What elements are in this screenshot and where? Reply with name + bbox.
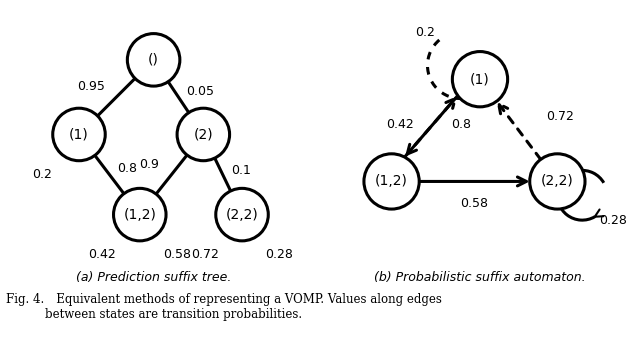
Text: 0.72: 0.72: [191, 248, 219, 261]
Text: Equivalent methods of representing a VOMP. Values along edges
between states are: Equivalent methods of representing a VOM…: [45, 293, 442, 321]
Text: (2,2): (2,2): [226, 208, 259, 222]
Text: (2,2): (2,2): [541, 175, 573, 188]
Text: 0.42: 0.42: [88, 248, 116, 261]
Text: 0.8: 0.8: [117, 162, 137, 175]
Text: 0.05: 0.05: [186, 85, 214, 98]
Text: (a) Prediction suffix tree.: (a) Prediction suffix tree.: [76, 271, 231, 284]
Text: 0.58: 0.58: [163, 248, 191, 261]
Text: Fig. 4.: Fig. 4.: [6, 293, 45, 306]
Circle shape: [364, 154, 419, 209]
Text: (1): (1): [69, 127, 89, 142]
Circle shape: [177, 108, 230, 161]
Text: 0.2: 0.2: [415, 26, 435, 39]
Text: (b) Probabilistic suffix automaton.: (b) Probabilistic suffix automaton.: [374, 271, 586, 284]
Text: (): (): [148, 53, 159, 67]
Circle shape: [216, 188, 268, 241]
Circle shape: [113, 188, 166, 241]
Text: 0.28: 0.28: [266, 248, 293, 261]
Circle shape: [530, 154, 585, 209]
Text: (1,2): (1,2): [124, 208, 156, 222]
Text: (1): (1): [470, 72, 490, 86]
Text: (1,2): (1,2): [375, 175, 408, 188]
Text: (2): (2): [193, 127, 213, 142]
Text: 0.72: 0.72: [546, 110, 574, 123]
Text: 0.8: 0.8: [451, 118, 470, 131]
Text: 0.9: 0.9: [140, 158, 159, 172]
Circle shape: [127, 34, 180, 86]
Circle shape: [452, 52, 508, 107]
Text: 0.2: 0.2: [32, 168, 52, 181]
Text: 0.28: 0.28: [598, 214, 627, 226]
Text: 0.58: 0.58: [460, 197, 488, 210]
Text: 0.95: 0.95: [77, 80, 106, 93]
Circle shape: [52, 108, 105, 161]
Text: 0.42: 0.42: [386, 118, 413, 131]
Text: 0.1: 0.1: [232, 164, 252, 177]
